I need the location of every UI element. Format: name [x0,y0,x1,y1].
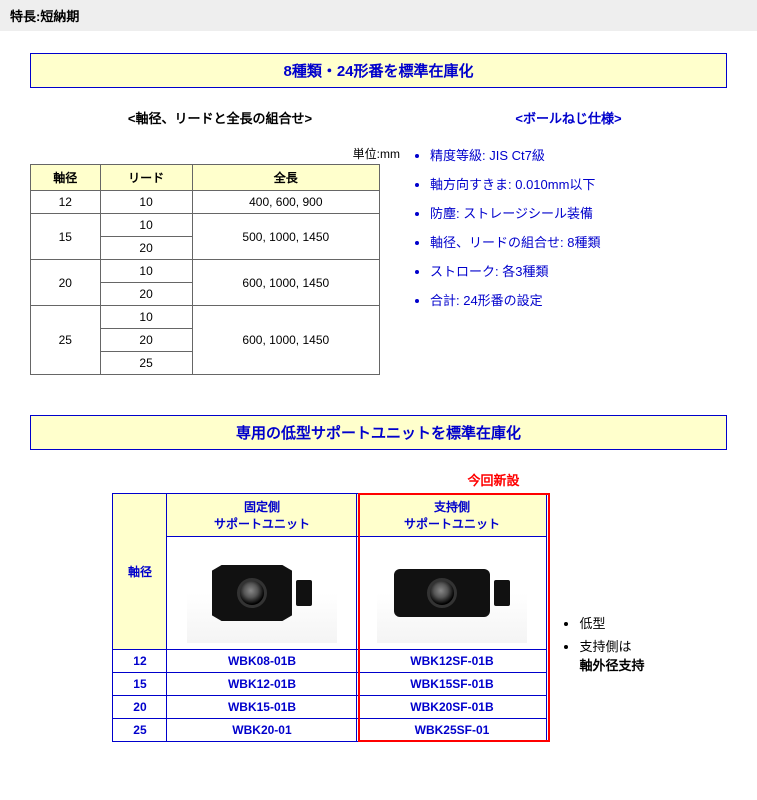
cell-fix: WBK20-01 [167,719,357,742]
support-table: 軸径 固定側 サポートユニット 支持側 サポートユニット [112,493,547,742]
col-dia: 軸径 [31,165,101,191]
banner-support: 専用の低型サポートユニットを標準在庫化 [30,415,727,450]
left-subheader: <軸径、リードと全長の組合せ> [30,108,410,127]
cell-flt: WBK15SF-01B [357,673,547,696]
support-table-wrap: 軸径 固定側 サポートユニット 支持側 サポートユニット [112,493,547,742]
col-float: 支持側 サポートユニット [357,494,547,537]
spec-list: 精度等級: JIS Ct7級 軸方向すきま: 0.010mm以下 防塵: ストレ… [410,145,727,309]
cell-dia: 20 [31,260,101,306]
cell-flt: WBK20SF-01B [357,696,547,719]
col-lead: リード [100,165,192,191]
note-line2: 軸外径支持 [579,658,644,673]
banner-support-text: 専用の低型サポートユニットを標準在庫化 [236,425,521,442]
cell-lead: 25 [100,352,192,375]
col-float-line2: サポートユニット [404,517,500,531]
col-dia: 軸径 [113,494,167,650]
list-item: 低型 [579,613,644,632]
cell-lead: 10 [100,306,192,329]
cell-flt: WBK25SF-01 [357,719,547,742]
cell-lead: 20 [100,237,192,260]
newly-label: 今回新設 [260,470,727,489]
table-header-row: 軸径 固定側 サポートユニット 支持側 サポートユニット [113,494,547,537]
col-float-line1: 支持側 [434,500,470,514]
list-item: 防塵: ストレージシール装備 [430,203,727,222]
cell-dia: 15 [31,214,101,260]
cell-dia: 25 [31,306,101,375]
cell-dia: 15 [113,673,167,696]
list-item: 軸径、リードの組合せ: 8種類 [430,232,727,251]
cell-len: 600, 1000, 1450 [192,306,379,375]
right-subheader: <ボールねじ仕様> [410,108,727,127]
content-area: 8種類・24形番を標準在庫化 <軸径、リードと全長の組合せ> 単位:mm 軸径 … [0,31,757,752]
right-column: <ボールねじ仕様> 精度等級: JIS Ct7級 軸方向すきま: 0.010mm… [410,108,727,319]
note-line1: 支持側は [579,639,631,654]
fixed-unit-image [167,537,357,650]
list-item: 合計: 24形番の設定 [430,290,727,309]
col-fixed-line2: サポートユニット [214,517,310,531]
image-row [113,537,547,650]
unit-label: 単位:mm [30,145,410,162]
banner-types: 8種類・24形番を標準在庫化 [30,53,727,88]
table-row: 12 WBK08-01B WBK12SF-01B [113,650,547,673]
cell-lead: 20 [100,283,192,306]
upper-row: <軸径、リードと全長の組合せ> 単位:mm 軸径 リード 全長 12 10 40… [30,108,727,375]
float-unit-image [357,537,547,650]
lower-row: 軸径 固定側 サポートユニット 支持側 サポートユニット [30,493,727,742]
col-len: 全長 [192,165,379,191]
cell-lead: 10 [100,191,192,214]
table-row: 25 10 600, 1000, 1450 [31,306,380,329]
table-header-row: 軸径 リード 全長 [31,165,380,191]
table-row: 15 10 500, 1000, 1450 [31,214,380,237]
banner-types-text: 8種類・24形番を標準在庫化 [283,63,473,80]
section-title: 特長:短納期 [10,9,79,24]
col-fixed-line1: 固定側 [244,500,280,514]
notes-list: 低型 支持側は 軸外径支持 [561,613,644,678]
cell-len: 500, 1000, 1450 [192,214,379,260]
cell-len: 400, 600, 900 [192,191,379,214]
cell-dia: 20 [113,696,167,719]
cell-dia: 12 [31,191,101,214]
cell-lead: 20 [100,329,192,352]
list-item: ストローク: 各3種類 [430,261,727,280]
list-item: 軸方向すきま: 0.010mm以下 [430,174,727,193]
cell-len: 600, 1000, 1450 [192,260,379,306]
cell-dia: 12 [113,650,167,673]
table-row: 20 WBK15-01B WBK20SF-01B [113,696,547,719]
cell-lead: 10 [100,214,192,237]
cell-lead: 10 [100,260,192,283]
list-item: 精度等級: JIS Ct7級 [430,145,727,164]
table-row: 12 10 400, 600, 900 [31,191,380,214]
table-row: 20 10 600, 1000, 1450 [31,260,380,283]
section-header: 特長:短納期 [0,0,757,31]
cell-dia: 25 [113,719,167,742]
cell-fix: WBK15-01B [167,696,357,719]
table-row: 15 WBK12-01B WBK15SF-01B [113,673,547,696]
col-fixed: 固定側 サポートユニット [167,494,357,537]
list-item: 支持側は 軸外径支持 [579,636,644,674]
table-row: 25 WBK20-01 WBK25SF-01 [113,719,547,742]
cell-fix: WBK12-01B [167,673,357,696]
spec-table: 軸径 リード 全長 12 10 400, 600, 900 15 10 500,… [30,164,380,375]
cell-flt: WBK12SF-01B [357,650,547,673]
left-column: <軸径、リードと全長の組合せ> 単位:mm 軸径 リード 全長 12 10 40… [30,108,410,375]
cell-fix: WBK08-01B [167,650,357,673]
